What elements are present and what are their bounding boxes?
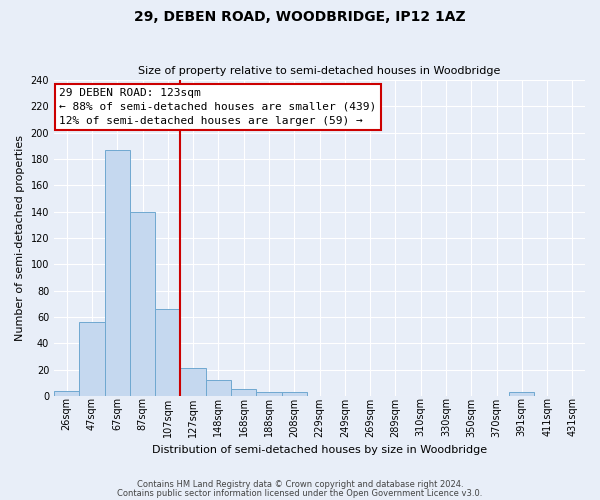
Text: 29, DEBEN ROAD, WOODBRIDGE, IP12 1AZ: 29, DEBEN ROAD, WOODBRIDGE, IP12 1AZ bbox=[134, 10, 466, 24]
Bar bbox=[256, 392, 281, 396]
Text: 29 DEBEN ROAD: 123sqm
← 88% of semi-detached houses are smaller (439)
12% of sem: 29 DEBEN ROAD: 123sqm ← 88% of semi-deta… bbox=[59, 88, 377, 126]
Bar bbox=[79, 322, 104, 396]
Bar bbox=[181, 368, 206, 396]
Bar bbox=[104, 150, 130, 396]
Text: Contains public sector information licensed under the Open Government Licence v3: Contains public sector information licen… bbox=[118, 488, 482, 498]
Bar bbox=[281, 392, 307, 396]
Bar bbox=[509, 392, 535, 396]
Bar bbox=[206, 380, 231, 396]
Bar bbox=[54, 390, 79, 396]
Bar bbox=[231, 390, 256, 396]
X-axis label: Distribution of semi-detached houses by size in Woodbridge: Distribution of semi-detached houses by … bbox=[152, 445, 487, 455]
Title: Size of property relative to semi-detached houses in Woodbridge: Size of property relative to semi-detach… bbox=[139, 66, 501, 76]
Y-axis label: Number of semi-detached properties: Number of semi-detached properties bbox=[15, 135, 25, 341]
Bar bbox=[130, 212, 155, 396]
Text: Contains HM Land Registry data © Crown copyright and database right 2024.: Contains HM Land Registry data © Crown c… bbox=[137, 480, 463, 489]
Bar bbox=[155, 309, 181, 396]
